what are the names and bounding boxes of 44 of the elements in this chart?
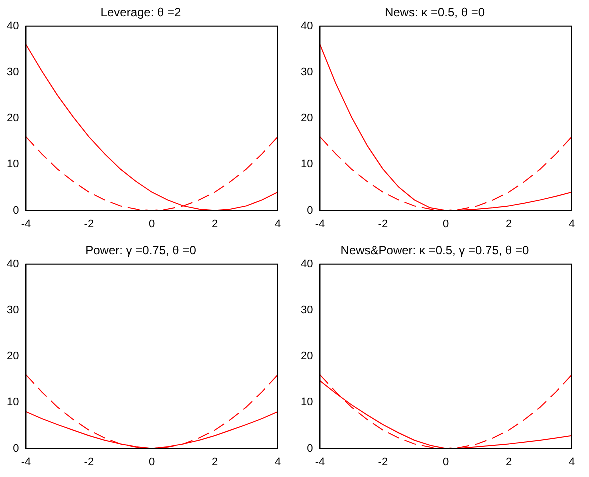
x-tick-label: 2 <box>212 218 218 230</box>
chart-title: Power: γ =0.75, θ =0 <box>86 244 197 258</box>
y-tick-label: 20 <box>6 350 20 363</box>
x-tick-label: -4 <box>21 218 32 230</box>
x-tick-label: 4 <box>568 456 576 468</box>
x-tick-label: -2 <box>378 218 388 230</box>
x-tick-label: 4 <box>274 456 282 468</box>
y-tick-label: 20 <box>6 112 20 125</box>
y-tick-label: 10 <box>6 158 20 171</box>
y-tick-label: 40 <box>6 20 20 32</box>
x-tick-label: 0 <box>149 456 156 468</box>
x-tick-label: 0 <box>149 218 156 230</box>
y-tick-label: 10 <box>300 396 314 409</box>
y-tick-label: 40 <box>300 20 314 32</box>
x-tick-label: -2 <box>84 218 94 230</box>
y-tick-label: 30 <box>6 304 20 317</box>
y-tick-label: 20 <box>300 350 314 363</box>
x-tick-label: 2 <box>212 456 218 468</box>
y-tick-label: 30 <box>300 304 314 317</box>
y-tick-label: 40 <box>300 258 314 270</box>
x-tick-label: -4 <box>315 218 326 230</box>
x-tick-label: 0 <box>443 218 450 230</box>
y-tick-label: 0 <box>13 204 20 217</box>
x-tick-label: 4 <box>568 218 576 230</box>
y-tick-label: 20 <box>300 112 314 125</box>
x-tick-label: -4 <box>315 456 326 468</box>
x-tick-label: -2 <box>378 456 388 468</box>
chart-title: Leverage: θ =2 <box>100 6 182 20</box>
y-tick-label: 0 <box>307 204 314 217</box>
y-tick-label: 10 <box>6 396 20 409</box>
y-tick-label: 30 <box>6 66 20 79</box>
x-tick-label: 2 <box>506 218 512 230</box>
chart-title: News: κ =0.5, θ =0 <box>384 6 486 20</box>
x-tick-label: 2 <box>506 456 512 468</box>
y-tick-label: 40 <box>6 258 20 270</box>
chart-title: News&Power: κ =0.5, γ =0.75, θ =0 <box>340 244 530 258</box>
y-tick-label: 0 <box>307 442 314 455</box>
y-tick-label: 30 <box>300 66 314 79</box>
x-tick-label: 4 <box>274 218 282 230</box>
x-tick-label: -2 <box>84 456 94 468</box>
y-tick-label: 0 <box>13 442 20 455</box>
y-tick-label: 10 <box>300 158 314 171</box>
x-tick-label: 0 <box>443 456 450 468</box>
x-tick-label: -4 <box>21 456 32 468</box>
